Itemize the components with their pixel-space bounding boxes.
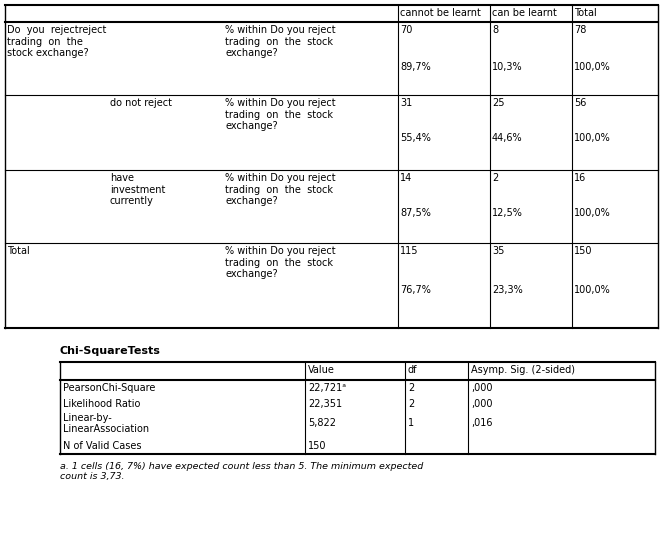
Text: 56: 56: [574, 98, 586, 108]
Text: 2: 2: [408, 383, 414, 393]
Text: % within Do you reject
trading  on  the  stock
exchange?: % within Do you reject trading on the st…: [225, 98, 335, 131]
Text: 87,5%: 87,5%: [400, 208, 431, 218]
Text: 55,4%: 55,4%: [400, 133, 431, 143]
Text: 1: 1: [408, 418, 414, 428]
Text: do not reject: do not reject: [110, 98, 172, 108]
Text: 100,0%: 100,0%: [574, 208, 611, 218]
Text: ,000: ,000: [471, 399, 493, 409]
Text: ,000: ,000: [471, 383, 493, 393]
Text: 76,7%: 76,7%: [400, 285, 431, 295]
Text: 14: 14: [400, 173, 412, 183]
Text: 115: 115: [400, 246, 418, 256]
Text: 10,3%: 10,3%: [492, 62, 522, 72]
Text: 35: 35: [492, 246, 505, 256]
Text: 12,5%: 12,5%: [492, 208, 523, 218]
Text: Do  you  rejectreject
trading  on  the
stock exchange?: Do you rejectreject trading on the stock…: [7, 25, 106, 58]
Text: 8: 8: [492, 25, 498, 35]
Text: 22,351: 22,351: [308, 399, 342, 409]
Text: have
investment
currently: have investment currently: [110, 173, 165, 206]
Text: Total: Total: [574, 8, 597, 18]
Text: % within Do you reject
trading  on  the  stock
exchange?: % within Do you reject trading on the st…: [225, 246, 335, 279]
Text: 100,0%: 100,0%: [574, 285, 611, 295]
Text: cannot be learnt: cannot be learnt: [400, 8, 481, 18]
Text: LinearAssociation: LinearAssociation: [63, 424, 149, 434]
Text: 70: 70: [400, 25, 412, 35]
Text: Total: Total: [7, 246, 30, 256]
Text: 31: 31: [400, 98, 412, 108]
Text: Linear-by-: Linear-by-: [63, 413, 112, 423]
Text: Asymp. Sig. (2-sided): Asymp. Sig. (2-sided): [471, 365, 575, 375]
Text: 22,721ᵃ: 22,721ᵃ: [308, 383, 346, 393]
Text: 23,3%: 23,3%: [492, 285, 522, 295]
Text: N of Valid Cases: N of Valid Cases: [63, 441, 141, 451]
Text: 78: 78: [574, 25, 586, 35]
Text: 25: 25: [492, 98, 505, 108]
Text: Chi-SquareTests: Chi-SquareTests: [60, 346, 161, 356]
Text: can be learnt: can be learnt: [492, 8, 557, 18]
Text: Likelihood Ratio: Likelihood Ratio: [63, 399, 141, 409]
Text: Value: Value: [308, 365, 335, 375]
Text: df: df: [408, 365, 418, 375]
Text: PearsonChi-Square: PearsonChi-Square: [63, 383, 155, 393]
Text: 2: 2: [408, 399, 414, 409]
Text: 100,0%: 100,0%: [574, 133, 611, 143]
Text: a. 1 cells (16, 7%) have expected count less than 5. The minimum expected
count : a. 1 cells (16, 7%) have expected count …: [60, 462, 423, 481]
Text: 44,6%: 44,6%: [492, 133, 522, 143]
Text: % within Do you reject
trading  on  the  stock
exchange?: % within Do you reject trading on the st…: [225, 25, 335, 58]
Text: 100,0%: 100,0%: [574, 62, 611, 72]
Text: 150: 150: [308, 441, 326, 451]
Text: % within Do you reject
trading  on  the  stock
exchange?: % within Do you reject trading on the st…: [225, 173, 335, 206]
Text: 16: 16: [574, 173, 586, 183]
Text: 150: 150: [574, 246, 593, 256]
Text: ,016: ,016: [471, 418, 493, 428]
Text: 2: 2: [492, 173, 499, 183]
Text: 89,7%: 89,7%: [400, 62, 431, 72]
Text: 5,822: 5,822: [308, 418, 336, 428]
